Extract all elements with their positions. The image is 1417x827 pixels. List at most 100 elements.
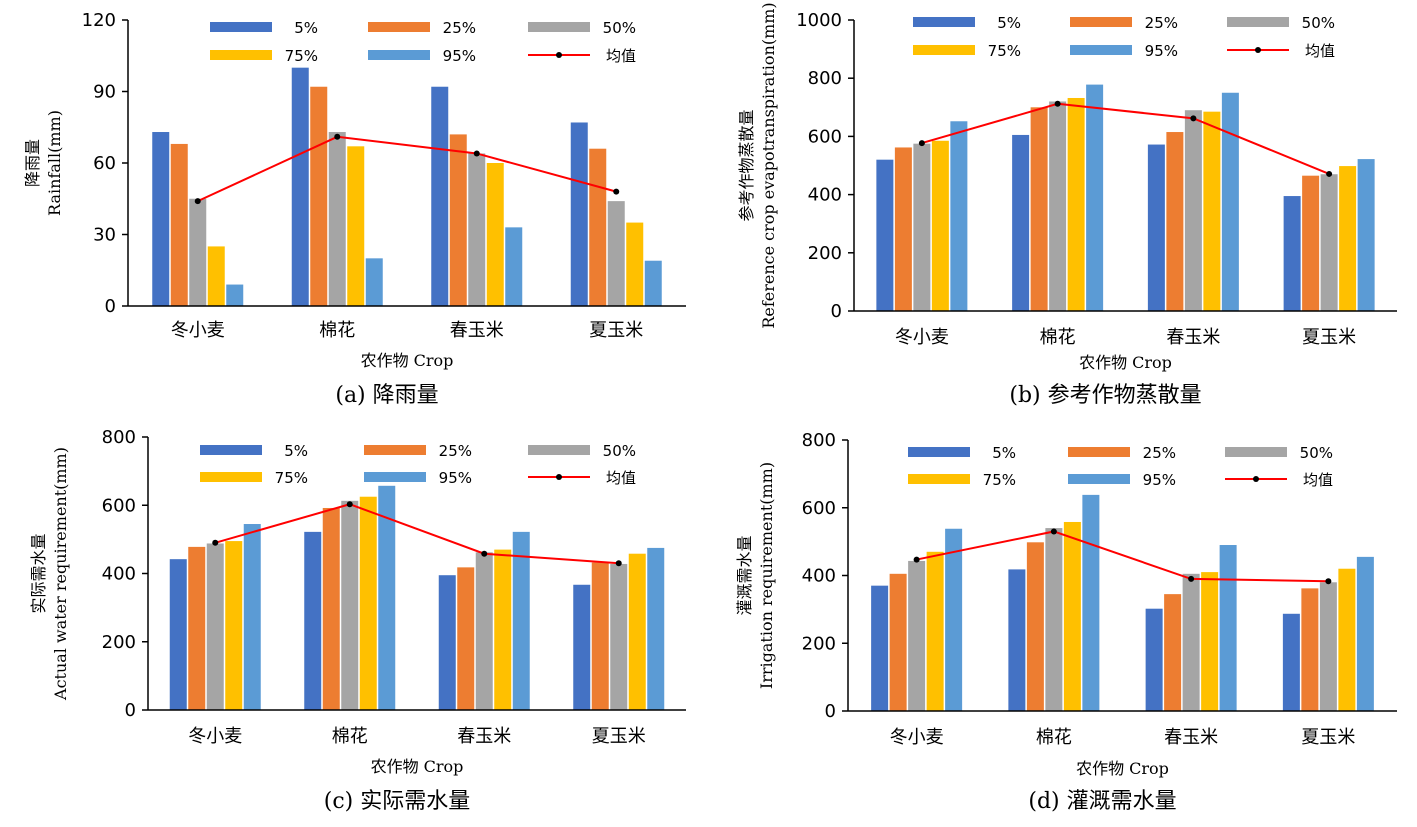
y-axis-title-cn: 实际需水量	[29, 533, 48, 613]
bar-75pct-2	[347, 146, 365, 306]
legend-label: 95%	[1143, 471, 1176, 489]
mean-line	[197, 135, 617, 203]
bar-5pct-2	[291, 67, 309, 307]
panel-caption: (b) 参考作物蒸散量	[1009, 383, 1201, 408]
y-axis-title-en: Actual water requirement(mm)	[51, 447, 70, 701]
bar-75pct-2	[359, 496, 377, 710]
legend-label: 5%	[992, 444, 1016, 462]
bar-25pct-2	[310, 86, 328, 306]
mean-line	[214, 503, 619, 565]
legend-label: 25%	[443, 19, 476, 37]
legend-swatch	[908, 447, 970, 457]
bar-5pct-4	[570, 122, 588, 306]
y-axis-title-cn: 降雨量	[23, 139, 42, 187]
bar-75pct-1	[926, 551, 944, 711]
bar-95pct-1	[945, 528, 963, 711]
bar-50pct-2	[1045, 528, 1063, 711]
bar-95pct-4	[1356, 556, 1374, 711]
legend-label: 50%	[603, 19, 636, 37]
legend-swatch	[908, 474, 970, 484]
bar-25pct-1	[894, 147, 912, 311]
legend-label: 50%	[1300, 444, 1333, 462]
bar-50pct-2	[1049, 101, 1067, 311]
bar-5pct-1	[169, 559, 187, 710]
legend-swatch	[528, 22, 590, 32]
y-tick-label: 400	[802, 566, 836, 587]
y-axis-title-cn: 灌溉需水量	[735, 535, 754, 615]
bar-50pct-2	[341, 500, 359, 710]
bar-75pct-4	[626, 222, 644, 306]
y-tick-label: 600	[808, 126, 842, 147]
bar-50pct-3	[1182, 573, 1200, 711]
bar-50pct-3	[475, 552, 493, 710]
x-axis-title: 农作物 Crop	[1079, 353, 1172, 372]
y-tick-label: 600	[102, 495, 136, 516]
y-axis-title-cn: 参考作物蒸散量	[737, 109, 756, 221]
bar-95pct-3	[512, 531, 530, 710]
bar-95pct-1	[243, 524, 261, 710]
y-tick-label: 120	[82, 10, 116, 31]
x-category-label: 棉花	[319, 320, 355, 341]
mean-line	[921, 102, 1330, 175]
legend-swatch	[200, 472, 262, 482]
bar-25pct-3	[1166, 132, 1184, 311]
x-axis-title: 农作物 Crop	[361, 351, 454, 370]
bar-75pct-2	[1067, 97, 1085, 311]
x-category-label: 棉花	[1036, 727, 1072, 748]
panel-caption: (a) 降雨量	[335, 383, 438, 408]
bar-5pct-3	[1147, 144, 1165, 311]
legend-label: 25%	[1143, 444, 1176, 462]
mean-marker-3	[1188, 575, 1195, 582]
x-category-label: 冬小麦	[895, 327, 949, 348]
x-category-label: 春玉米	[457, 726, 511, 747]
mean-marker-1	[918, 140, 925, 147]
x-axis-title: 农作物 Crop	[371, 757, 464, 776]
bar-75pct-3	[494, 549, 512, 710]
x-category-label: 夏玉米	[1302, 327, 1356, 348]
legend-label: 75%	[275, 469, 308, 487]
legend-label: 均值	[1305, 42, 1335, 60]
legend-swatch	[210, 22, 272, 32]
bar-5pct-2	[304, 531, 322, 710]
mean-marker-3	[1190, 115, 1197, 122]
bar-25pct-2	[322, 507, 340, 710]
x-category-label: 春玉米	[1164, 727, 1218, 748]
mean-marker-1	[913, 556, 920, 563]
chart-panel-c: 0 200 400 600 800 冬小麦 棉花 春玉米 夏玉米 5% 25% 50% 75% 95% 均值…	[29, 427, 686, 814]
y-axis-title-en: Reference crop evapotranspiration(mm)	[759, 2, 778, 328]
bar-5pct-4	[1283, 196, 1301, 311]
y-tick-label: 0	[105, 296, 116, 317]
mean-marker-4	[615, 560, 622, 567]
bar-50pct-4	[610, 563, 628, 710]
bar-50pct-3	[468, 153, 486, 306]
bar-50pct-1	[908, 560, 926, 711]
bar-95pct-2	[1082, 494, 1100, 711]
bar-95pct-1	[226, 284, 244, 306]
bar-50pct-4	[1320, 174, 1338, 311]
bar-95pct-3	[1219, 545, 1237, 711]
bar-5pct-1	[876, 159, 894, 311]
bar-75pct-4	[628, 553, 646, 710]
mean-marker-4	[1326, 170, 1333, 177]
y-tick-label: 0	[125, 700, 136, 721]
bar-95pct-4	[644, 260, 662, 306]
bar-5pct-4	[1282, 613, 1300, 711]
legend-swatch-marker	[556, 474, 562, 480]
bar-25pct-4	[591, 562, 609, 710]
legend-swatch	[528, 445, 590, 455]
y-axis-title-en: Rainfall(mm)	[45, 110, 64, 216]
mean-line	[916, 530, 1329, 583]
bar-75pct-2	[1063, 521, 1081, 711]
bar-50pct-4	[1319, 582, 1337, 711]
legend-swatch	[200, 445, 262, 455]
bar-95pct-2	[378, 485, 396, 710]
x-category-label: 棉花	[1040, 327, 1076, 348]
legend-swatch	[1068, 474, 1130, 484]
bar-25pct-4	[1301, 588, 1319, 711]
legend-swatch	[1070, 17, 1132, 27]
bar-75pct-3	[486, 163, 504, 306]
legend-swatch	[1227, 17, 1289, 27]
legend-swatch	[368, 22, 430, 32]
x-category-label: 春玉米	[450, 320, 504, 341]
bar-5pct-2	[1012, 134, 1030, 311]
